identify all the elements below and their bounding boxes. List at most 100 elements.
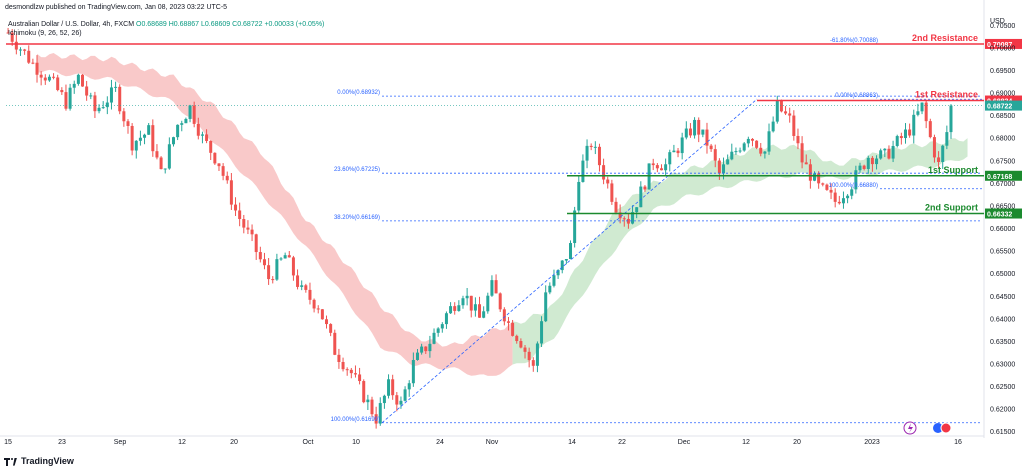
candle-body	[899, 136, 903, 139]
y-tick-label: 0.63500	[990, 339, 1015, 346]
fib-trend-line	[381, 98, 758, 424]
candle-body	[750, 138, 754, 141]
candle-body	[784, 111, 788, 114]
flag-us-icon	[940, 422, 952, 434]
candle-body	[813, 173, 817, 181]
y-tick-label: 0.67000	[990, 181, 1015, 188]
candle-body	[891, 145, 895, 159]
candle-body	[945, 132, 949, 146]
candle-body	[490, 280, 494, 296]
candle-body	[320, 309, 324, 320]
candle-body	[374, 414, 378, 424]
candle-body	[345, 369, 349, 371]
candle-body	[6, 32, 10, 34]
candle-body	[391, 379, 395, 396]
candle-body	[27, 50, 31, 63]
candle-body	[10, 32, 14, 42]
candle-body	[932, 137, 936, 158]
candle-body	[196, 123, 200, 136]
candle-body	[184, 118, 188, 124]
fib-label: 100.00%(0.66880)	[829, 183, 878, 189]
price-tag	[985, 208, 1022, 219]
price-tag	[985, 38, 1022, 49]
x-tick-label: 24	[436, 439, 444, 446]
candle-body	[267, 265, 271, 280]
candle-body	[126, 121, 130, 126]
candle-body	[60, 90, 64, 93]
candle-body	[221, 166, 225, 176]
candle-body	[23, 49, 27, 51]
y-tick-label: 0.66000	[990, 226, 1015, 233]
candle-body	[875, 158, 879, 165]
candle-body	[610, 183, 614, 202]
candle-body	[308, 289, 312, 300]
candle-body	[428, 343, 432, 352]
candle-body	[52, 76, 56, 78]
candle-body	[775, 100, 779, 122]
price-tag-text: 0.66332	[987, 212, 1012, 219]
candle-body	[333, 332, 337, 355]
candle-body	[457, 305, 461, 311]
candle-body	[287, 255, 291, 258]
candle-body	[858, 165, 862, 171]
candle-body	[928, 121, 932, 138]
candle-body	[258, 252, 262, 260]
candle-body	[312, 299, 316, 309]
candle-body	[163, 168, 167, 170]
candle-body	[730, 151, 734, 160]
candle-body	[225, 175, 229, 181]
candle-body	[854, 170, 858, 190]
x-tick-label: Oct	[303, 439, 314, 446]
y-tick-label: 0.64000	[990, 316, 1015, 323]
y-tick-label: 0.65500	[990, 249, 1015, 256]
candle-body	[399, 400, 403, 405]
tradingview-logo[interactable]: TradingView	[4, 456, 74, 466]
candle-body	[912, 114, 916, 136]
candle-body	[519, 341, 523, 348]
candle-body	[234, 204, 238, 211]
candle-body	[171, 137, 175, 145]
candle-body	[792, 115, 796, 136]
candles	[6, 27, 953, 429]
candle-body	[717, 160, 721, 174]
x-tick-label: 10	[352, 439, 360, 446]
candle-body	[680, 137, 684, 154]
candle-body	[118, 86, 122, 112]
candle-body	[101, 107, 105, 109]
candle-body	[494, 280, 498, 294]
candle-body	[31, 62, 35, 64]
candle-body	[779, 100, 783, 112]
candle-body	[622, 218, 626, 220]
candle-body	[366, 399, 370, 403]
candle-body	[556, 270, 560, 276]
candle-body	[122, 111, 126, 122]
x-tick-label: 23	[58, 439, 66, 446]
candle-body	[606, 179, 610, 184]
x-tick-label: 16	[954, 439, 962, 446]
y-tick-label: 0.70500	[990, 23, 1015, 30]
candle-body	[453, 306, 457, 311]
candle-body	[618, 212, 622, 219]
candle-body	[478, 304, 482, 318]
candle-body	[238, 210, 242, 220]
candle-body	[329, 324, 333, 333]
candle-body	[283, 255, 287, 259]
candle-body	[895, 136, 899, 146]
y-tick-label: 0.61500	[990, 429, 1015, 436]
lightning-icon-glyph	[908, 423, 913, 433]
currency-label: USD	[990, 18, 1005, 25]
fib-label: 0.00%(0.68863)	[835, 93, 878, 99]
candle-body	[825, 184, 829, 190]
candle-body	[432, 332, 436, 344]
fib-label: 38.20%(0.66169)	[334, 215, 380, 221]
candle-body	[908, 129, 912, 136]
candle-body	[300, 285, 304, 287]
fib-retracement-left: 0.00%(0.68932) 23.60%(0.67225) 38.20%(0.66…	[331, 90, 982, 424]
candle-body	[93, 95, 97, 112]
candle-body	[742, 143, 746, 151]
indicator-legend[interactable]: Ichimoku (9, 26, 52, 26)	[8, 30, 82, 37]
y-tick-label: 0.69000	[990, 91, 1015, 98]
